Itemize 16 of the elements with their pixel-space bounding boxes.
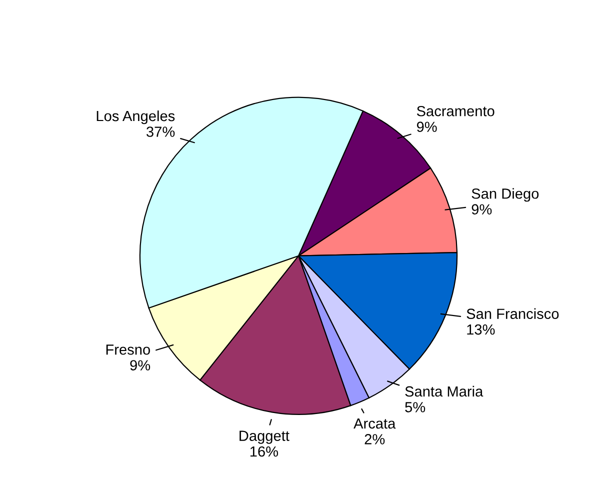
slice-label: Fresno bbox=[106, 344, 150, 355]
data-label: 16% bbox=[250, 446, 278, 457]
slice-label: Daggett bbox=[240, 430, 290, 444]
slice-label: Arcata bbox=[354, 418, 396, 429]
data-label: 9% bbox=[130, 360, 150, 370]
slice-label: Sacramento bbox=[416, 106, 494, 116]
data-label: 9% bbox=[472, 204, 492, 215]
slice-label: San Diego bbox=[472, 188, 539, 202]
data-label: 37% bbox=[146, 126, 175, 137]
slice-label: Santa Maria bbox=[405, 386, 484, 397]
data-label: 2% bbox=[364, 434, 385, 444]
data-label: 9% bbox=[416, 122, 437, 132]
slice-label: Los Angeles bbox=[96, 110, 175, 124]
data-label: 5% bbox=[405, 402, 426, 412]
slice-label: San Francisco bbox=[466, 308, 559, 319]
data-label: 13% bbox=[467, 324, 495, 335]
